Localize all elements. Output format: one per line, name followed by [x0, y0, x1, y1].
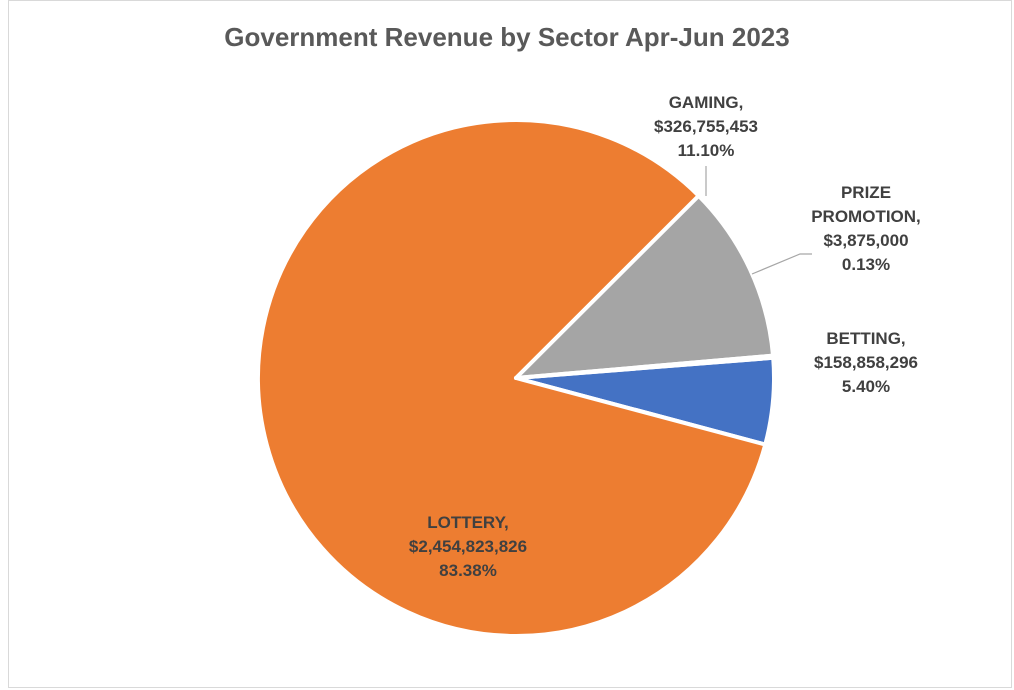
chart-title: Government Revenue by Sector Apr-Jun 202…: [224, 22, 790, 52]
data-label-gaming: GAMING, $326,755,453 11.10%: [654, 93, 758, 160]
data-label-prize-promotion: PRIZE PROMOTION, $3,875,000 0.13%: [811, 183, 921, 274]
data-label-betting: BETTING, $158,858,296 5.40%: [814, 329, 918, 396]
pie-slice-prize-promotion: [514, 353, 776, 380]
pie-slice-lottery: [256, 118, 768, 638]
leader-line-prize-promotion: [751, 253, 812, 275]
pie-slice-gaming: [514, 193, 776, 380]
data-label-lottery: LOTTERY, $2,454,823,826 83.38%: [409, 513, 527, 580]
